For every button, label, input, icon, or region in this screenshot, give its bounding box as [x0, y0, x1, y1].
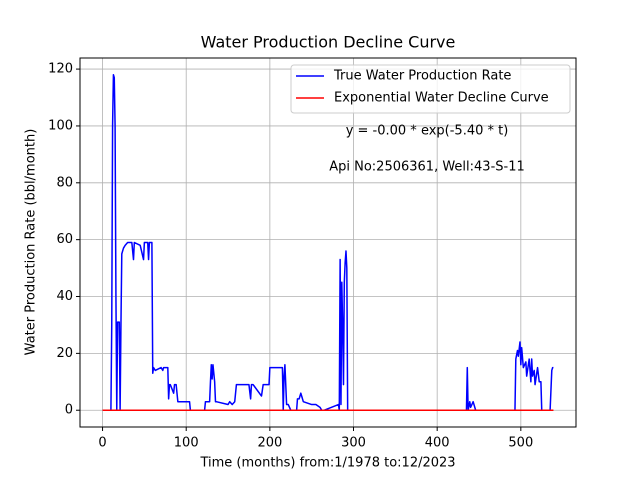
legend-label: Exponential Water Decline Curve: [334, 91, 549, 106]
x-tick-label: 500: [508, 436, 533, 451]
y-tick-label: 0: [65, 403, 73, 418]
annotation: y = -0.00 * exp(-5.40 * t): [346, 124, 509, 139]
y-tick-label: 60: [56, 232, 73, 247]
annotation: Api No:2506361, Well:43-S-11: [329, 160, 525, 175]
data-line: [102, 74, 554, 411]
plot-area: [80, 58, 576, 427]
x-tick-label: 400: [425, 436, 450, 451]
chart-title: Water Production Decline Curve: [201, 33, 456, 52]
legend-box: [290, 64, 571, 114]
x-axis-label: Time (months) from:1/1978 to:12/2023: [199, 456, 455, 471]
legend: True Water Production Rate Exponential Wa…: [290, 64, 571, 114]
y-tick-label: 120: [48, 62, 73, 77]
x-tick-label: 200: [257, 436, 282, 451]
x-tick-label: 300: [341, 436, 366, 451]
x-tick-label: 100: [174, 436, 199, 451]
y-tick-label: 100: [48, 118, 73, 133]
axes-frame: [79, 57, 577, 428]
y-tick-label: 80: [56, 175, 73, 190]
legend-label: True Water Production Rate: [333, 69, 511, 84]
y-axis-label: Water Production Rate (bbl/month): [24, 129, 39, 356]
y-tick-label: 20: [56, 346, 73, 361]
x-tick-label: 0: [98, 436, 106, 451]
y-tick-label: 40: [56, 289, 73, 304]
